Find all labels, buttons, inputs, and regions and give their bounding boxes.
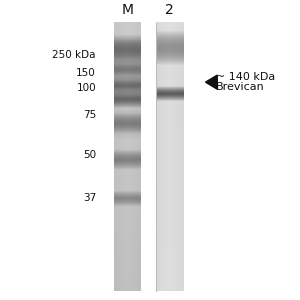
Text: 100: 100 — [76, 83, 96, 93]
Text: 75: 75 — [83, 110, 96, 120]
Text: 150: 150 — [76, 68, 96, 78]
Text: 37: 37 — [83, 193, 96, 203]
Text: Brevican: Brevican — [216, 82, 265, 92]
Text: 250 kDa: 250 kDa — [52, 50, 96, 61]
Polygon shape — [206, 75, 217, 89]
Bar — [114, 23, 141, 291]
Text: 2: 2 — [165, 3, 174, 17]
Text: ~ 140 kDa: ~ 140 kDa — [216, 72, 275, 82]
Text: M: M — [122, 3, 134, 17]
Bar — [156, 23, 183, 291]
Text: 50: 50 — [83, 150, 96, 160]
